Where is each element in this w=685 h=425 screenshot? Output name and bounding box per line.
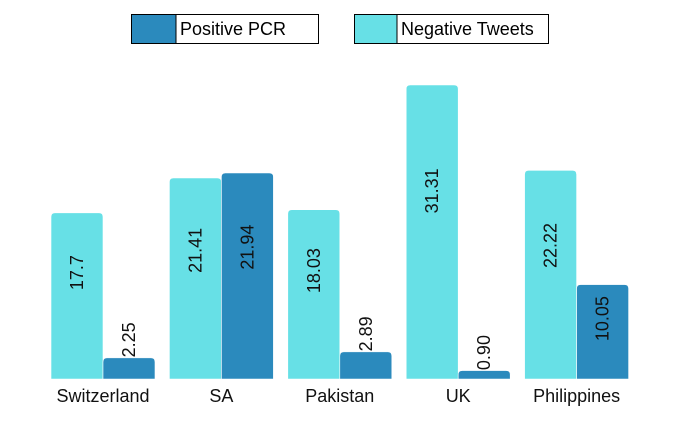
category-labels: Switzerland SA Pakistan UK Philippines <box>56 386 620 406</box>
category-label-sa: SA <box>209 386 233 406</box>
value-label-positive-pcr-uk: 0.90 <box>474 335 494 370</box>
value-label-positive-pcr-pakistan: 2.89 <box>356 316 376 351</box>
bar-positive-pcr-uk <box>457 370 511 380</box>
category-label-uk: UK <box>446 386 471 406</box>
legend-item-positive-pcr: Positive PCR <box>131 14 319 44</box>
value-label-negative-tweets-pakistan: 18.03 <box>304 248 324 293</box>
bar-positive-pcr-switzerland <box>102 357 156 380</box>
legend-swatch-negative-tweets <box>355 15 397 43</box>
legend-item-negative-tweets: Negative Tweets <box>354 14 549 44</box>
bars <box>50 84 629 380</box>
legend-label-negative-tweets: Negative Tweets <box>401 19 534 39</box>
category-label-switzerland: Switzerland <box>56 386 149 406</box>
bar-positive-pcr-philippines <box>576 284 629 380</box>
legend-swatch-positive-pcr <box>132 15 176 43</box>
value-labels: 17.7 21.41 18.03 31.31 22.22 2.25 21.94 2.89 0.9… <box>67 168 613 370</box>
value-label-positive-pcr-switzerland: 2.25 <box>119 322 139 357</box>
value-label-positive-pcr-philippines: 10.05 <box>593 296 613 341</box>
bar-positive-pcr-sa <box>221 172 274 380</box>
bar-negative-tweets-philippines <box>524 170 577 380</box>
legend-label-positive-pcr: Positive PCR <box>180 19 286 39</box>
bar-negative-tweets-uk <box>405 84 459 380</box>
legend: Positive PCR Negative Tweets <box>131 14 549 44</box>
bar-negative-tweets-pakistan <box>287 209 341 380</box>
bar-negative-tweets-sa <box>169 177 222 380</box>
value-label-negative-tweets-philippines: 22.22 <box>541 223 561 268</box>
bar-positive-pcr-pakistan <box>339 351 393 380</box>
category-label-philippines: Philippines <box>533 386 620 406</box>
category-label-pakistan: Pakistan <box>305 386 374 406</box>
bar-negative-tweets-switzerland <box>50 212 104 380</box>
value-label-negative-tweets-switzerland: 17.7 <box>67 255 87 290</box>
value-label-negative-tweets-uk: 31.31 <box>422 168 442 213</box>
value-label-negative-tweets-sa: 21.41 <box>185 228 205 273</box>
value-label-positive-pcr-sa: 21.94 <box>237 225 257 270</box>
